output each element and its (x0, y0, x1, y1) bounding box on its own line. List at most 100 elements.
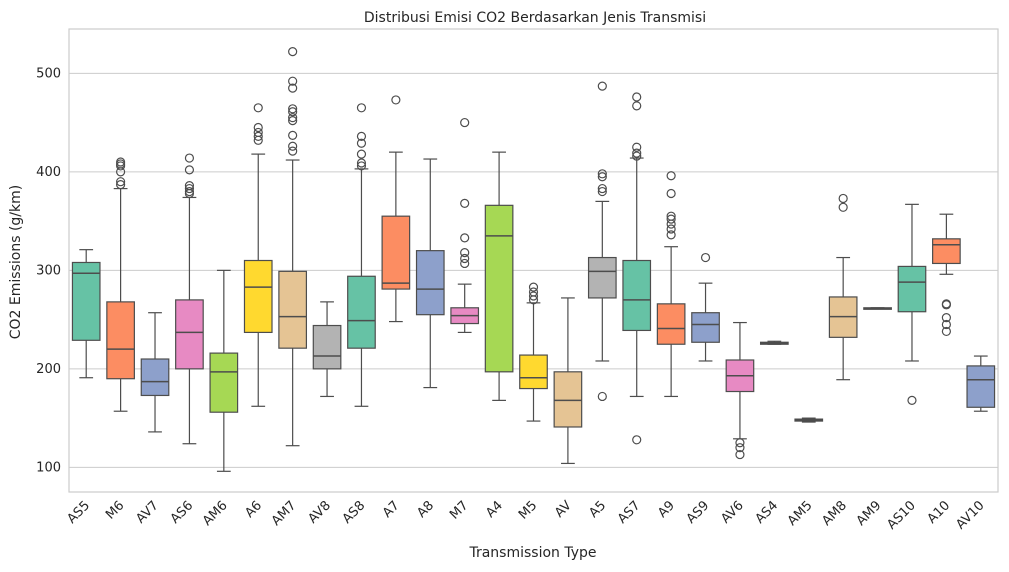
x-tick-label: AS9 (684, 498, 713, 527)
y-tick-label: 200 (36, 362, 61, 377)
box-a6 (243, 103, 273, 407)
outlier-point (597, 172, 607, 182)
outlier-point (597, 183, 607, 194)
boxes (71, 47, 996, 472)
x-tick-label: AM7 (269, 498, 300, 529)
box-am6 (209, 269, 239, 472)
box-a4 (484, 151, 514, 401)
outlier-point (253, 103, 263, 113)
outlier-point (941, 299, 951, 309)
box-a7 (381, 95, 411, 323)
iqr-box (897, 265, 927, 313)
box-as4 (759, 340, 789, 345)
outlier-point (460, 117, 470, 128)
outlier-point (632, 101, 642, 111)
y-tick-label: 300 (36, 263, 61, 278)
x-tick-label: M6 (103, 498, 127, 522)
outlier-point (460, 253, 470, 264)
outlier-point (288, 47, 298, 57)
x-tick-label: AS8 (340, 498, 369, 527)
iqr-box (691, 312, 720, 343)
x-tick-label: M7 (447, 498, 471, 522)
outlier-point (288, 146, 298, 156)
y-tick-label: 500 (36, 66, 61, 81)
outlier-point (735, 443, 745, 453)
chart-title: Distribusi Emisi CO2 Berdasarkan Jenis T… (364, 10, 706, 26)
x-tick-label: A5 (586, 498, 609, 521)
iqr-box (966, 365, 996, 408)
outlier-point (184, 153, 195, 163)
x-tick-label: A8 (414, 498, 437, 521)
iqr-box (312, 324, 342, 370)
outlier-point (460, 258, 470, 269)
x-tick-label: A6 (242, 498, 265, 521)
box-av (553, 297, 583, 465)
x-tick-label: A9 (655, 498, 678, 521)
box-as8 (347, 103, 376, 407)
y-axis-ticks: 100 200 300 400 500 (36, 66, 61, 475)
x-tick-label: M5 (516, 498, 540, 522)
outlier-point (941, 326, 951, 337)
outlier-point (356, 149, 367, 159)
x-tick-label: AS6 (168, 498, 197, 527)
y-axis-label: CO2 Emissions (g/km) (8, 185, 24, 339)
x-tick-label: AM8 (819, 498, 850, 529)
box-as6 (175, 153, 204, 445)
outlier-point (528, 282, 539, 292)
outlier-point (253, 127, 263, 138)
outlier-point (528, 287, 539, 297)
outlier-point (666, 171, 676, 181)
x-tick-label: AV10 (953, 498, 987, 532)
iqr-box (415, 250, 445, 316)
box-am7 (278, 47, 308, 447)
outlier-point (838, 202, 848, 212)
iqr-box (932, 238, 961, 265)
outlier-point (735, 449, 745, 460)
outlier-point (528, 291, 539, 301)
outlier-point (632, 142, 642, 152)
iqr-box (243, 259, 273, 334)
box-av10 (966, 355, 996, 412)
box-as10 (897, 203, 927, 405)
iqr-box (587, 256, 617, 299)
box-as9 (691, 252, 720, 362)
x-axis-ticks: AS5 M6 AV7 AS6 AM6 A6 AM7 AV8 AS8 A7 A8 M7 A4 M5 AV A5 A… (64, 498, 987, 532)
x-tick-label: AV8 (305, 498, 333, 526)
box-am9 (863, 307, 892, 310)
outlier-point (460, 198, 470, 208)
outlier-point (288, 130, 298, 140)
iqr-box (484, 204, 514, 373)
plot-frame (68, 28, 999, 493)
outlier-point (288, 83, 298, 93)
y-tick-label: 400 (36, 165, 61, 180)
outlier-point (356, 131, 367, 141)
iqr-box (622, 259, 652, 332)
x-tick-label: AV7 (133, 498, 161, 526)
outlier-point (460, 248, 470, 258)
box-av7 (140, 312, 170, 433)
box-a9 (656, 171, 686, 398)
x-tick-label: A10 (925, 498, 954, 527)
box-as5 (71, 249, 101, 379)
outlier-point (666, 214, 676, 224)
iqr-box (656, 303, 686, 345)
x-tick-label: AV (552, 498, 575, 521)
iqr-box (381, 215, 411, 290)
outlier-point (666, 188, 676, 199)
x-tick-label: AM6 (200, 498, 231, 529)
outlier-point (666, 230, 676, 240)
outlier-point (184, 186, 195, 197)
x-tick-label: AV6 (718, 498, 746, 526)
outlier-point (253, 122, 263, 133)
outlier-point (597, 81, 607, 91)
x-tick-label: A7 (380, 498, 403, 521)
x-axis-label: Transmission Type (468, 545, 596, 561)
outlier-point (941, 319, 951, 330)
box-m5 (519, 282, 548, 422)
outlier-point (460, 233, 470, 243)
x-tick-label: AS5 (64, 498, 93, 527)
outlier-point (288, 76, 298, 86)
outlier-point (632, 92, 642, 102)
outlier-point (735, 438, 745, 448)
